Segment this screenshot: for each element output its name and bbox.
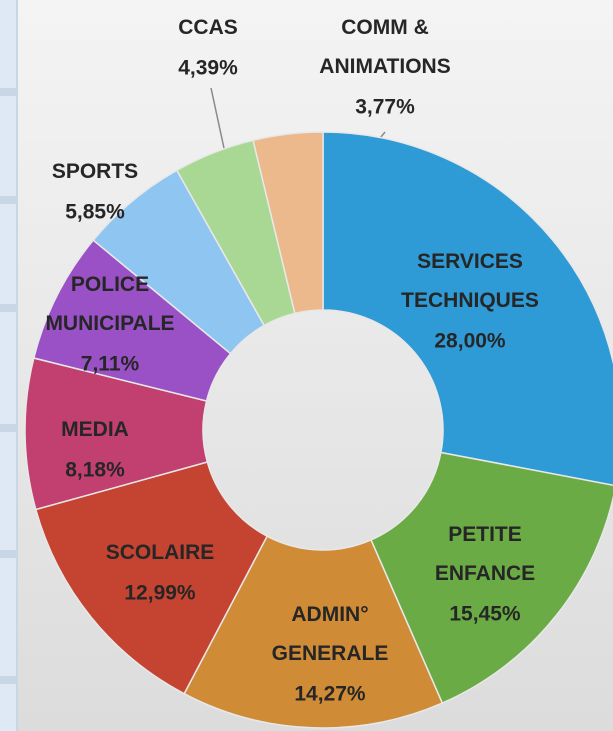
segment-label: SERVICES TECHNIQUES xyxy=(401,250,539,312)
value-label: 5,85% xyxy=(65,201,125,224)
donut-segment xyxy=(370,451,613,705)
segment-label: SPORTS xyxy=(52,160,138,183)
segment-label: SCOLAIRE xyxy=(106,541,215,564)
segment-label: COMM & ANIMATIONS xyxy=(319,16,450,78)
donut-segment xyxy=(34,461,269,695)
value-label: 4,39% xyxy=(178,57,238,80)
value-label: 15,45% xyxy=(449,603,521,626)
donut-segment xyxy=(322,131,613,487)
segment-label: POLICE MUNICIPALE xyxy=(45,273,174,335)
segment-label: MEDIA xyxy=(61,418,129,441)
value-label: 14,27% xyxy=(294,683,366,706)
value-label: 28,00% xyxy=(434,330,506,353)
segment-label: PETITE ENFANCE xyxy=(435,523,535,585)
segment-label: ADMIN° GENERALE xyxy=(272,603,389,665)
donut-segment xyxy=(183,535,444,729)
value-label: 12,99% xyxy=(124,582,196,605)
left-strip xyxy=(0,0,18,731)
donut-segment xyxy=(252,131,324,315)
segment-label: CCAS xyxy=(178,16,238,39)
value-label: 3,77% xyxy=(355,96,415,119)
value-label: 7,11% xyxy=(81,353,140,376)
value-label: 8,18% xyxy=(65,459,125,482)
